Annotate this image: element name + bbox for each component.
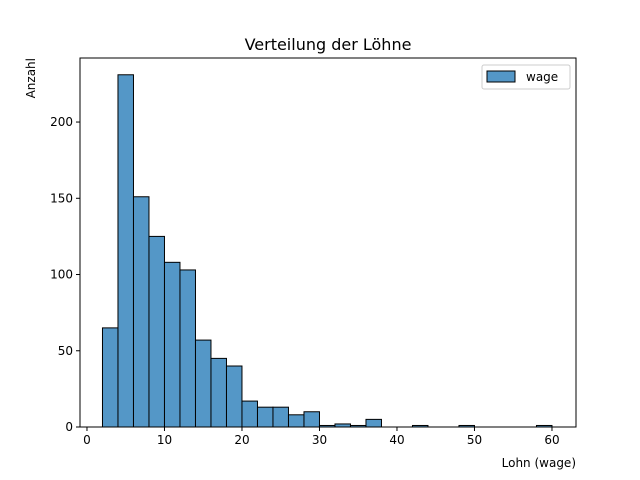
histogram-bar <box>117 74 134 428</box>
histogram-bar <box>179 269 196 428</box>
histogram-bar <box>101 327 119 428</box>
histogram-bar <box>303 411 320 428</box>
y-tick-label: 100 <box>50 268 73 282</box>
legend: wage <box>481 64 571 90</box>
y-tick-label: 50 <box>58 344 73 358</box>
y-axis-label: Anzahl <box>24 58 38 98</box>
y-tick-label: 200 <box>50 115 73 129</box>
y-tick-label: 0 <box>65 420 73 434</box>
y-tick-label: 150 <box>50 191 73 205</box>
histogram-bar <box>256 406 274 428</box>
histogram-bar <box>210 357 227 428</box>
bars-group <box>101 74 553 428</box>
legend-swatch <box>486 70 516 83</box>
plot-frame <box>79 57 577 428</box>
x-tick-label: 30 <box>312 433 327 447</box>
x-axis-ticks: 0 10 20 30 40 50 60 <box>83 427 560 447</box>
x-tick-label: 60 <box>544 433 559 447</box>
histogram-bar <box>194 339 212 428</box>
x-tick-label: 20 <box>234 433 249 447</box>
histogram-bar <box>132 196 150 428</box>
chart-title: Verteilung der Löhne <box>245 35 412 54</box>
legend-label: wage <box>526 70 558 84</box>
histogram-bar <box>272 406 289 428</box>
x-tick-label: 50 <box>467 433 482 447</box>
histogram-bar <box>148 235 165 428</box>
x-axis-label: Lohn (wage) <box>502 456 576 470</box>
histogram-bar <box>365 418 382 428</box>
x-tick-label: 0 <box>83 433 91 447</box>
histogram-bar <box>287 414 305 428</box>
x-tick-label: 10 <box>157 433 172 447</box>
histogram-bar <box>163 261 181 428</box>
histogram-bar <box>225 365 243 428</box>
y-axis-ticks: 0 50 100 150 200 <box>50 115 80 434</box>
histogram-bar <box>241 400 258 428</box>
x-tick-label: 40 <box>389 433 404 447</box>
